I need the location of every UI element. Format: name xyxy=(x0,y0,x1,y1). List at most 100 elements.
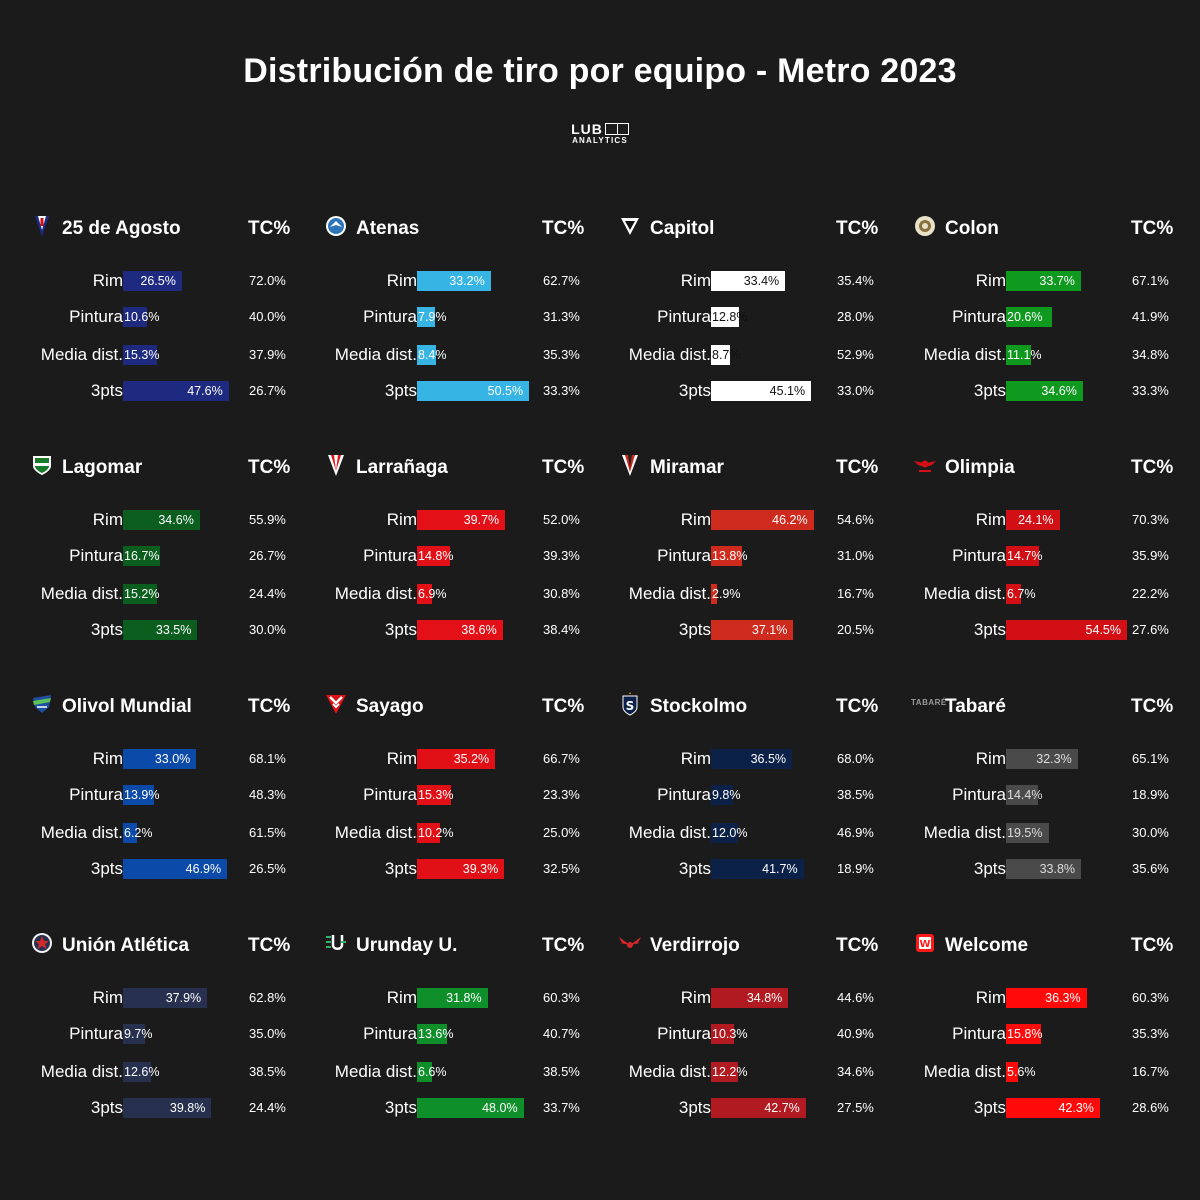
bar-value-label: 36.5% xyxy=(750,752,787,766)
bar-value-label: 35.2% xyxy=(453,752,490,766)
tc-header: TC% xyxy=(1131,457,1174,478)
category-label: Media dist. xyxy=(40,823,123,842)
bar-row: Rim 37.9% 62.8% xyxy=(30,988,300,1008)
bar-row: Rim 26.5% 72.0% xyxy=(30,271,300,291)
team-name: Lagomar xyxy=(62,457,143,478)
tc-value: 31.3% xyxy=(543,309,580,324)
category-label: 3pts xyxy=(973,381,1006,400)
category-label: Media dist. xyxy=(628,823,711,842)
bar-value-label: 39.3% xyxy=(462,862,499,876)
bar xyxy=(123,584,157,604)
bar-value-label: 14.7% xyxy=(1007,549,1043,563)
category-label: 3pts xyxy=(384,859,417,878)
team-name: Urunday U. xyxy=(356,935,458,956)
tc-header: TC% xyxy=(836,218,879,239)
category-label: Pintura xyxy=(657,307,711,326)
tc-value: 26.7% xyxy=(249,383,286,398)
bar xyxy=(1006,988,1087,1008)
bar xyxy=(711,584,718,604)
team-panel: Lagomar TC% Rim 34.6% 55.9% Pintura 16.7% 26.7%… xyxy=(30,449,300,669)
round-badge-icon xyxy=(913,214,937,238)
tc-value: 23.3% xyxy=(543,787,580,802)
category-label: Rim xyxy=(92,271,123,290)
tc-value: 35.4% xyxy=(837,273,874,288)
bar-value-label: 12.8% xyxy=(712,310,748,324)
tc-value: 16.7% xyxy=(1132,1064,1169,1079)
brand-sub-text: ANALYTICS xyxy=(572,136,628,146)
bar-value-label: 13.9% xyxy=(124,788,160,802)
bar-value-label: 33.8% xyxy=(1039,862,1076,876)
bar-row: Rim 36.3% 60.3% xyxy=(913,988,1183,1008)
bar-row: Pintura 15.8% 35.3% xyxy=(913,1024,1183,1044)
bar xyxy=(123,823,137,843)
bar-row: Media dist. 5.6% 16.7% xyxy=(913,1062,1183,1082)
tc-value: 16.7% xyxy=(837,586,874,601)
team-panel: S Stockolmo TC% Rim 36.5% 68.0% Pintura 9.8% 38.… xyxy=(618,688,888,908)
blue-crest-icon xyxy=(30,692,54,716)
bar-value-label: 38.6% xyxy=(461,623,497,637)
category-label: 3pts xyxy=(384,620,417,639)
category-label: Media dist. xyxy=(40,584,123,603)
bar-value-label: 54.5% xyxy=(1085,623,1121,637)
bar xyxy=(711,1024,734,1044)
red-wings-icon xyxy=(618,931,642,955)
tc-header: TC% xyxy=(836,457,879,478)
bar-row: 3pts 45.1% 33.0% xyxy=(618,381,888,401)
bar-value-label: 37.1% xyxy=(751,623,788,637)
bar-row: 3pts 39.8% 24.4% xyxy=(30,1098,300,1118)
tc-header: TC% xyxy=(542,696,585,717)
bar-row: 3pts 39.3% 32.5% xyxy=(324,859,594,879)
bar-row: 3pts 47.6% 26.7% xyxy=(30,381,300,401)
bar xyxy=(1006,307,1052,327)
category-label: Pintura xyxy=(952,546,1006,565)
bar-value-label: 39.7% xyxy=(463,513,500,527)
tc-value: 55.9% xyxy=(249,512,286,527)
category-label: Rim xyxy=(386,749,417,768)
category-label: Pintura xyxy=(363,785,417,804)
category-label: Pintura xyxy=(69,785,123,804)
category-label: Media dist. xyxy=(923,1062,1006,1081)
bar-row: 3pts 34.6% 33.3% xyxy=(913,381,1183,401)
bar xyxy=(123,345,157,365)
category-label: Pintura xyxy=(363,307,417,326)
bar xyxy=(123,307,147,327)
team-panel: Miramar TC% Rim 46.2% 54.6% Pintura 13.8% 31.0%… xyxy=(618,449,888,669)
bar xyxy=(123,546,161,566)
bar-row: Rim 34.8% 44.6% xyxy=(618,988,888,1008)
tc-value: 20.5% xyxy=(837,622,874,637)
tc-value: 24.4% xyxy=(249,1100,286,1115)
bar-row: Pintura 9.7% 35.0% xyxy=(30,1024,300,1044)
team-name: Olimpia xyxy=(945,457,1015,478)
bar-value-label: 34.6% xyxy=(1041,384,1077,398)
tc-value: 34.6% xyxy=(837,1064,874,1079)
tc-value: 30.8% xyxy=(543,586,580,601)
category-label: Media dist. xyxy=(628,345,711,364)
bar-value-label: 33.7% xyxy=(1039,274,1075,288)
tc-value: 33.3% xyxy=(1132,383,1169,398)
tc-header: TC% xyxy=(542,218,585,239)
bar-value-label: 41.7% xyxy=(762,862,798,876)
bar-value-label: 13.6% xyxy=(418,1027,454,1041)
bar xyxy=(123,785,154,805)
category-label: Rim xyxy=(92,510,123,529)
bar-value-label: 34.8% xyxy=(746,991,783,1005)
bar-value-label: 16.7% xyxy=(124,549,160,563)
bar xyxy=(711,785,733,805)
category-label: 3pts xyxy=(90,381,123,400)
tc-value: 28.6% xyxy=(1132,1100,1169,1115)
bar-value-label: 9.7% xyxy=(124,1027,153,1041)
tc-value: 26.5% xyxy=(249,861,286,876)
bar-value-label: 14.4% xyxy=(1007,788,1043,802)
uu-monogram-icon xyxy=(324,931,348,955)
chevron-shield-icon xyxy=(324,692,348,716)
bar-value-label: 36.3% xyxy=(1045,991,1081,1005)
bar-row: Pintura 7.9% 31.3% xyxy=(324,307,594,327)
tc-value: 37.9% xyxy=(249,347,286,362)
category-label: Media dist. xyxy=(628,1062,711,1081)
category-label: Rim xyxy=(680,988,711,1007)
category-label: Rim xyxy=(975,749,1006,768)
tc-value: 31.0% xyxy=(837,548,874,563)
bar-row: 3pts 41.7% 18.9% xyxy=(618,859,888,879)
bar xyxy=(711,859,804,879)
tc-value: 48.3% xyxy=(249,787,286,802)
